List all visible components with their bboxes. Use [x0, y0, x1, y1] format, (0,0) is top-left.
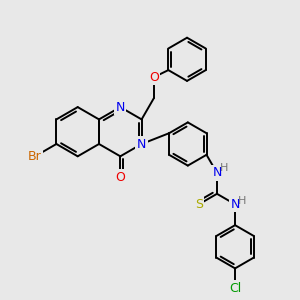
Text: H: H [238, 196, 246, 206]
Text: N: N [137, 137, 146, 151]
Text: Cl: Cl [229, 282, 241, 295]
Text: S: S [195, 198, 203, 211]
Text: H: H [219, 164, 228, 173]
Text: O: O [149, 71, 159, 84]
Text: Br: Br [28, 150, 42, 163]
Text: N: N [212, 167, 222, 179]
Text: O: O [116, 171, 125, 184]
Text: N: N [116, 100, 125, 114]
Text: N: N [230, 198, 240, 211]
